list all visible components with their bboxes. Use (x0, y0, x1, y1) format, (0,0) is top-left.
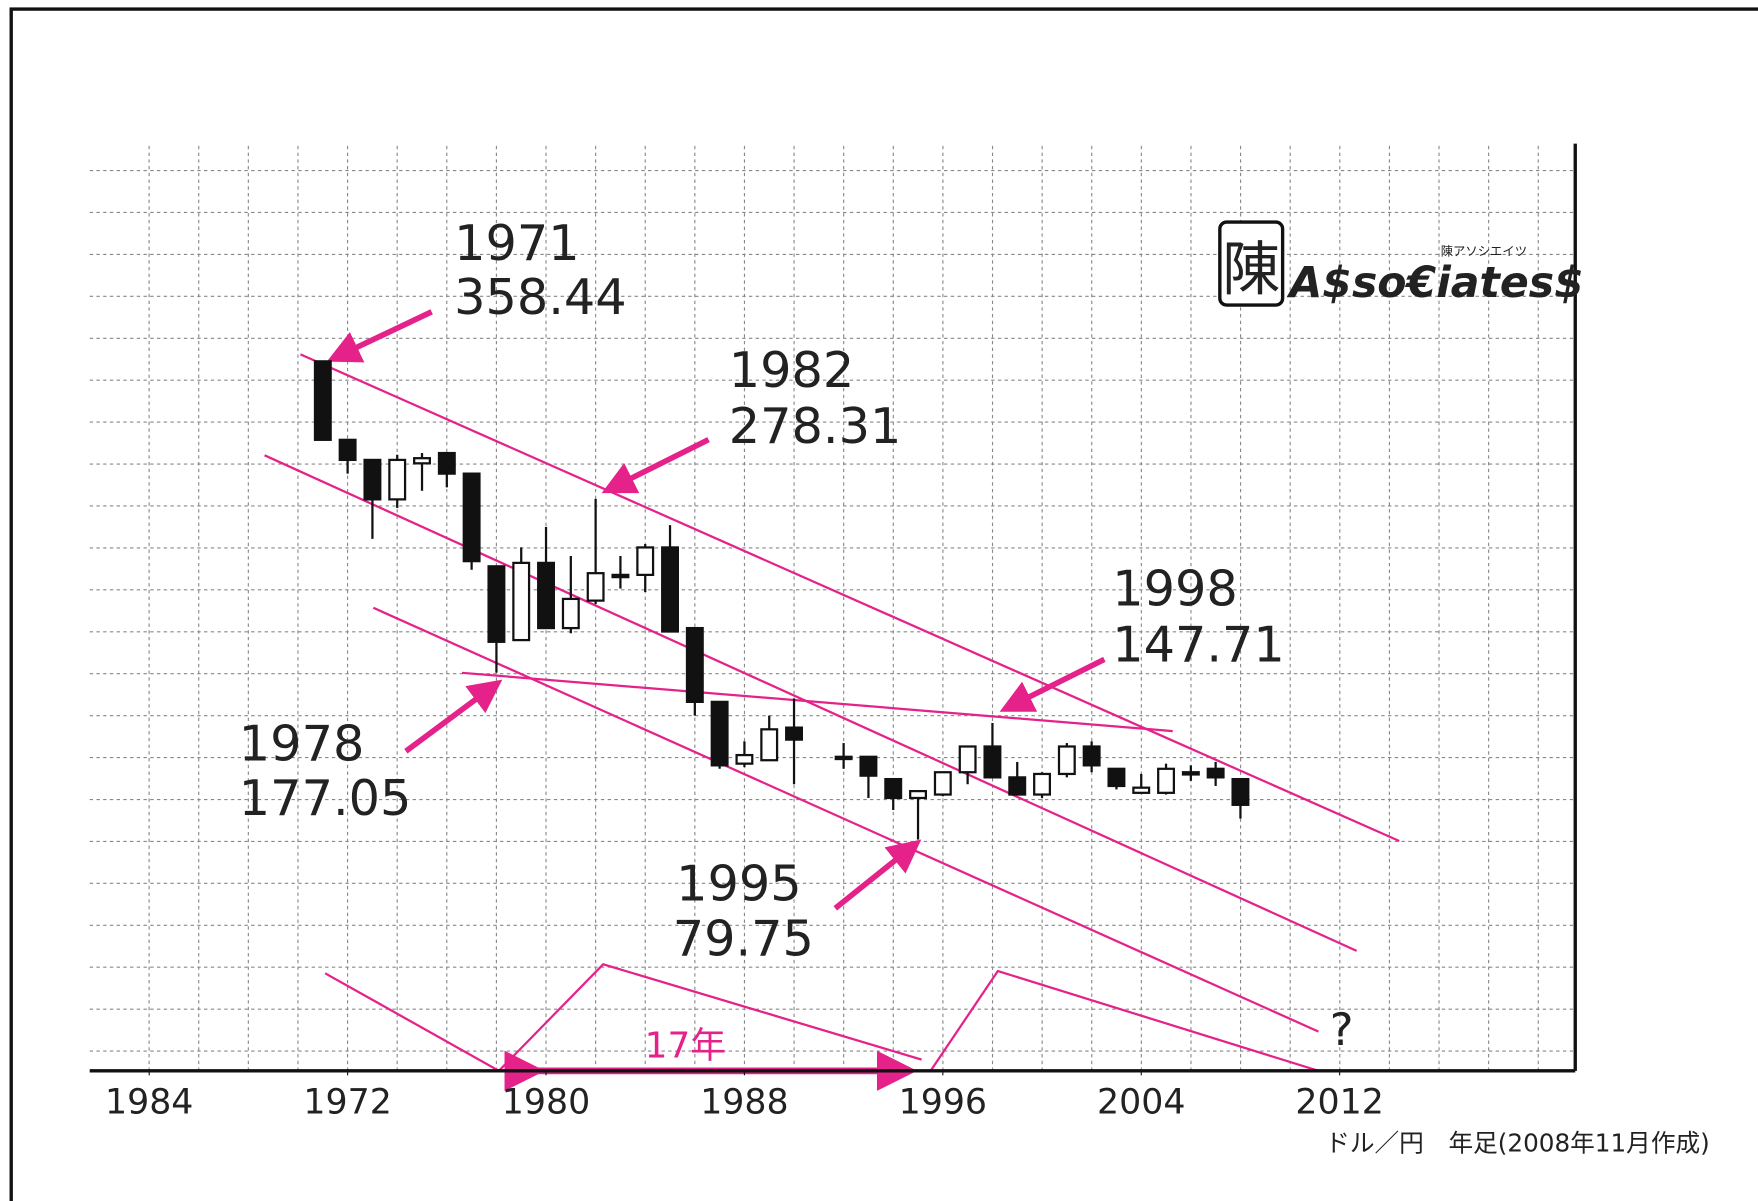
candle-body (1082, 745, 1101, 767)
annotation: 1995 (676, 854, 802, 912)
candle-body (1008, 776, 1027, 796)
candle-body (313, 360, 332, 441)
annotation: 1998 (1112, 560, 1238, 618)
trend-line (264, 454, 1358, 952)
grid (89, 145, 1576, 1071)
candle-body (1107, 767, 1126, 788)
candle-body (859, 755, 878, 777)
candle-body (834, 755, 853, 761)
candle-body (338, 438, 357, 462)
candle-body (785, 726, 803, 741)
annotation: 79.75 (673, 909, 814, 967)
arrow (833, 839, 922, 911)
candle-body (561, 597, 580, 630)
logo-mark: 陳 (1222, 235, 1280, 303)
candle-body (661, 546, 679, 633)
x-tick-label: 1988 (700, 1082, 788, 1122)
candle-body (1231, 777, 1250, 806)
candle-body (413, 457, 431, 465)
candle-body (983, 745, 1002, 779)
candle-body (1033, 772, 1052, 796)
x-tick-label: 2012 (1295, 1082, 1383, 1122)
candle-body (388, 458, 407, 501)
candle-body (884, 777, 903, 800)
candle-body (735, 753, 754, 765)
candle-body (710, 700, 729, 767)
annotation: 358.44 (454, 268, 627, 326)
candle-body (487, 565, 506, 643)
cycle-line (929, 969, 1319, 1072)
candle-body (437, 451, 456, 475)
candle-body (1132, 786, 1151, 794)
frame (9, 7, 1758, 1201)
candle-body (685, 626, 704, 703)
candle-body (933, 771, 952, 796)
arrow (999, 656, 1106, 712)
annotation: 1978 (239, 714, 365, 772)
annotation: 1982 (729, 341, 855, 399)
x-tick-label: 1980 (502, 1082, 590, 1122)
candle-body (909, 789, 928, 800)
arrow (326, 309, 433, 363)
x-tick-label: 1996 (899, 1082, 987, 1122)
question-mark: ? (1330, 1003, 1354, 1056)
annotation: 1971 (454, 214, 580, 272)
candle-body (512, 561, 531, 642)
candle-body (1206, 767, 1225, 779)
candle-body (611, 573, 630, 579)
arrow (601, 437, 710, 494)
candle-body (636, 546, 655, 577)
candle-body (760, 728, 779, 762)
arrow (404, 679, 503, 754)
candles (313, 360, 1250, 840)
candle-body (586, 572, 605, 602)
period-label: 17年 (645, 1025, 727, 1066)
cycle-line (324, 963, 922, 1073)
candle-body (958, 745, 977, 774)
candle-body (1157, 767, 1176, 794)
candle-body (1057, 745, 1076, 776)
x-tick-label: 2004 (1097, 1082, 1185, 1122)
annotation: 147.71 (1112, 616, 1285, 674)
candle-body (537, 561, 555, 630)
x-tick-label: 1984 (105, 1082, 193, 1122)
logo-kana: 陳アソシエイツ (1441, 245, 1527, 259)
candle-body (363, 458, 382, 501)
footer: ドル／円 年足(2008年11月作成) (1325, 1129, 1710, 1158)
annotation: 278.31 (729, 397, 902, 455)
x-tick-label: 1972 (303, 1082, 391, 1122)
candle-body (1181, 771, 1200, 776)
trend-lines (264, 353, 1400, 1073)
trend-line (300, 353, 1400, 843)
logo-name: A$so€iates$ (1286, 258, 1583, 308)
logo-box (1218, 220, 1285, 307)
trend-line (461, 671, 1173, 733)
annotation: 177.05 (239, 769, 412, 827)
candle-body (462, 472, 481, 563)
